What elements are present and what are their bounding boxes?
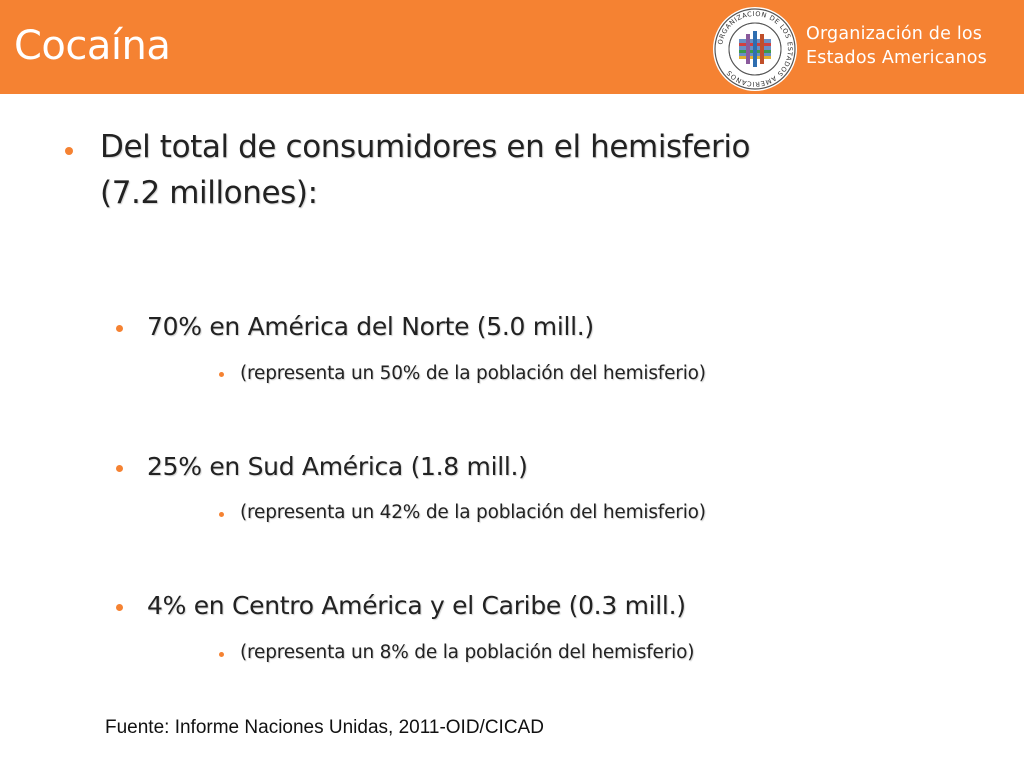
header-bar: Cocaína ORGANIZACION DE LOS ESTADOS AMER… (0, 0, 1024, 94)
organization-name-line2: Estados Americanos (806, 48, 987, 68)
bullet-dot (116, 604, 123, 611)
bullet-south-america-detail: (representa un 42% de la población del h… (240, 502, 706, 523)
organization-name: Organización de los Estados Americanos (806, 22, 987, 70)
source-citation: Fuente: Informe Naciones Unidas, 2011-OI… (105, 717, 544, 738)
bullet-central-america: 4% en Centro América y el Caribe (0.3 mi… (147, 591, 686, 620)
bullet-north-america: 70% en América del Norte (5.0 mill.) (147, 312, 594, 341)
bullet-dot (219, 372, 224, 377)
bullet-dot (219, 652, 224, 657)
slide-title: Cocaína (14, 23, 171, 69)
bullet-dot (219, 512, 224, 517)
bullet-north-america-detail: (representa un 50% de la población del h… (240, 363, 706, 384)
main-bullet-line1: Del total de consumidores en el hemisfer… (100, 129, 751, 165)
bullet-central-america-detail: (representa un 8% de la población del he… (240, 642, 695, 663)
bullet-dot (65, 147, 73, 155)
main-bullet: Del total de consumidores en el hemisfer… (100, 124, 751, 216)
organization-name-line1: Organización de los (806, 24, 983, 44)
bullet-south-america: 25% en Sud América (1.8 mill.) (147, 452, 528, 481)
oas-seal-icon: ORGANIZACION DE LOS ESTADOS AMERICANOS (713, 7, 797, 91)
bullet-dot (116, 465, 123, 472)
bullet-dot (116, 325, 123, 332)
main-bullet-line2: (7.2 millones): (100, 175, 318, 211)
oas-logo: ORGANIZACION DE LOS ESTADOS AMERICANOS O… (712, 6, 1012, 91)
